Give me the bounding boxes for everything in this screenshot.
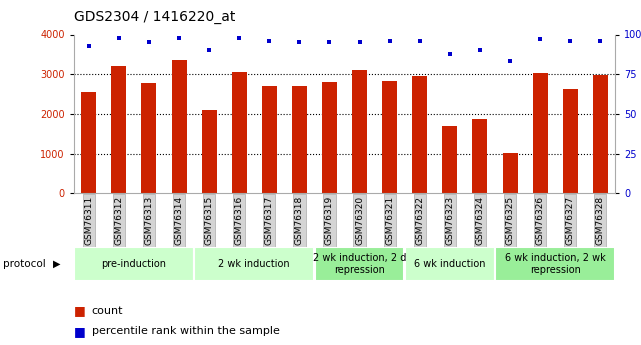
Bar xyxy=(405,247,495,281)
Text: pre-induction: pre-induction xyxy=(101,259,167,269)
Point xyxy=(264,38,274,43)
Point xyxy=(535,37,545,42)
Point xyxy=(354,40,365,45)
Text: 2 wk induction: 2 wk induction xyxy=(219,259,290,269)
Point xyxy=(445,51,455,56)
Text: protocol: protocol xyxy=(3,259,46,269)
Point xyxy=(113,35,124,40)
Point xyxy=(595,38,606,43)
Text: 2 wk induction, 2 d
repression: 2 wk induction, 2 d repression xyxy=(313,253,406,275)
Text: ■: ■ xyxy=(74,325,85,338)
Text: GDS2304 / 1416220_at: GDS2304 / 1416220_at xyxy=(74,10,235,24)
Point xyxy=(83,43,94,48)
Point xyxy=(505,59,515,64)
Bar xyxy=(231,72,247,193)
Bar xyxy=(112,66,126,193)
Bar xyxy=(262,86,277,193)
Point xyxy=(204,48,214,53)
Bar xyxy=(495,247,615,281)
Bar xyxy=(322,82,337,193)
Point xyxy=(174,35,184,40)
Bar xyxy=(563,89,578,193)
Bar xyxy=(533,73,547,193)
Point xyxy=(144,40,154,45)
Bar xyxy=(382,80,397,193)
Bar xyxy=(442,126,458,193)
Text: 6 wk induction, 2 wk
repression: 6 wk induction, 2 wk repression xyxy=(505,253,606,275)
Bar xyxy=(74,247,194,281)
Bar xyxy=(593,75,608,193)
Bar xyxy=(202,110,217,193)
Bar xyxy=(472,119,487,193)
Text: 6 wk induction: 6 wk induction xyxy=(414,259,486,269)
Text: ■: ■ xyxy=(74,304,85,317)
Bar xyxy=(352,70,367,193)
Bar xyxy=(194,247,314,281)
Bar xyxy=(503,153,517,193)
Bar xyxy=(412,76,428,193)
Point xyxy=(475,48,485,53)
Bar xyxy=(142,83,156,193)
Bar xyxy=(292,86,307,193)
Bar xyxy=(81,92,96,193)
Text: percentile rank within the sample: percentile rank within the sample xyxy=(92,326,279,336)
Text: count: count xyxy=(92,306,123,315)
Point xyxy=(385,38,395,43)
Point xyxy=(565,38,576,43)
Bar xyxy=(172,60,187,193)
Text: ▶: ▶ xyxy=(53,259,61,269)
Point xyxy=(324,40,335,45)
Point xyxy=(415,38,425,43)
Point xyxy=(294,40,304,45)
Bar xyxy=(315,247,404,281)
Point xyxy=(234,35,244,40)
